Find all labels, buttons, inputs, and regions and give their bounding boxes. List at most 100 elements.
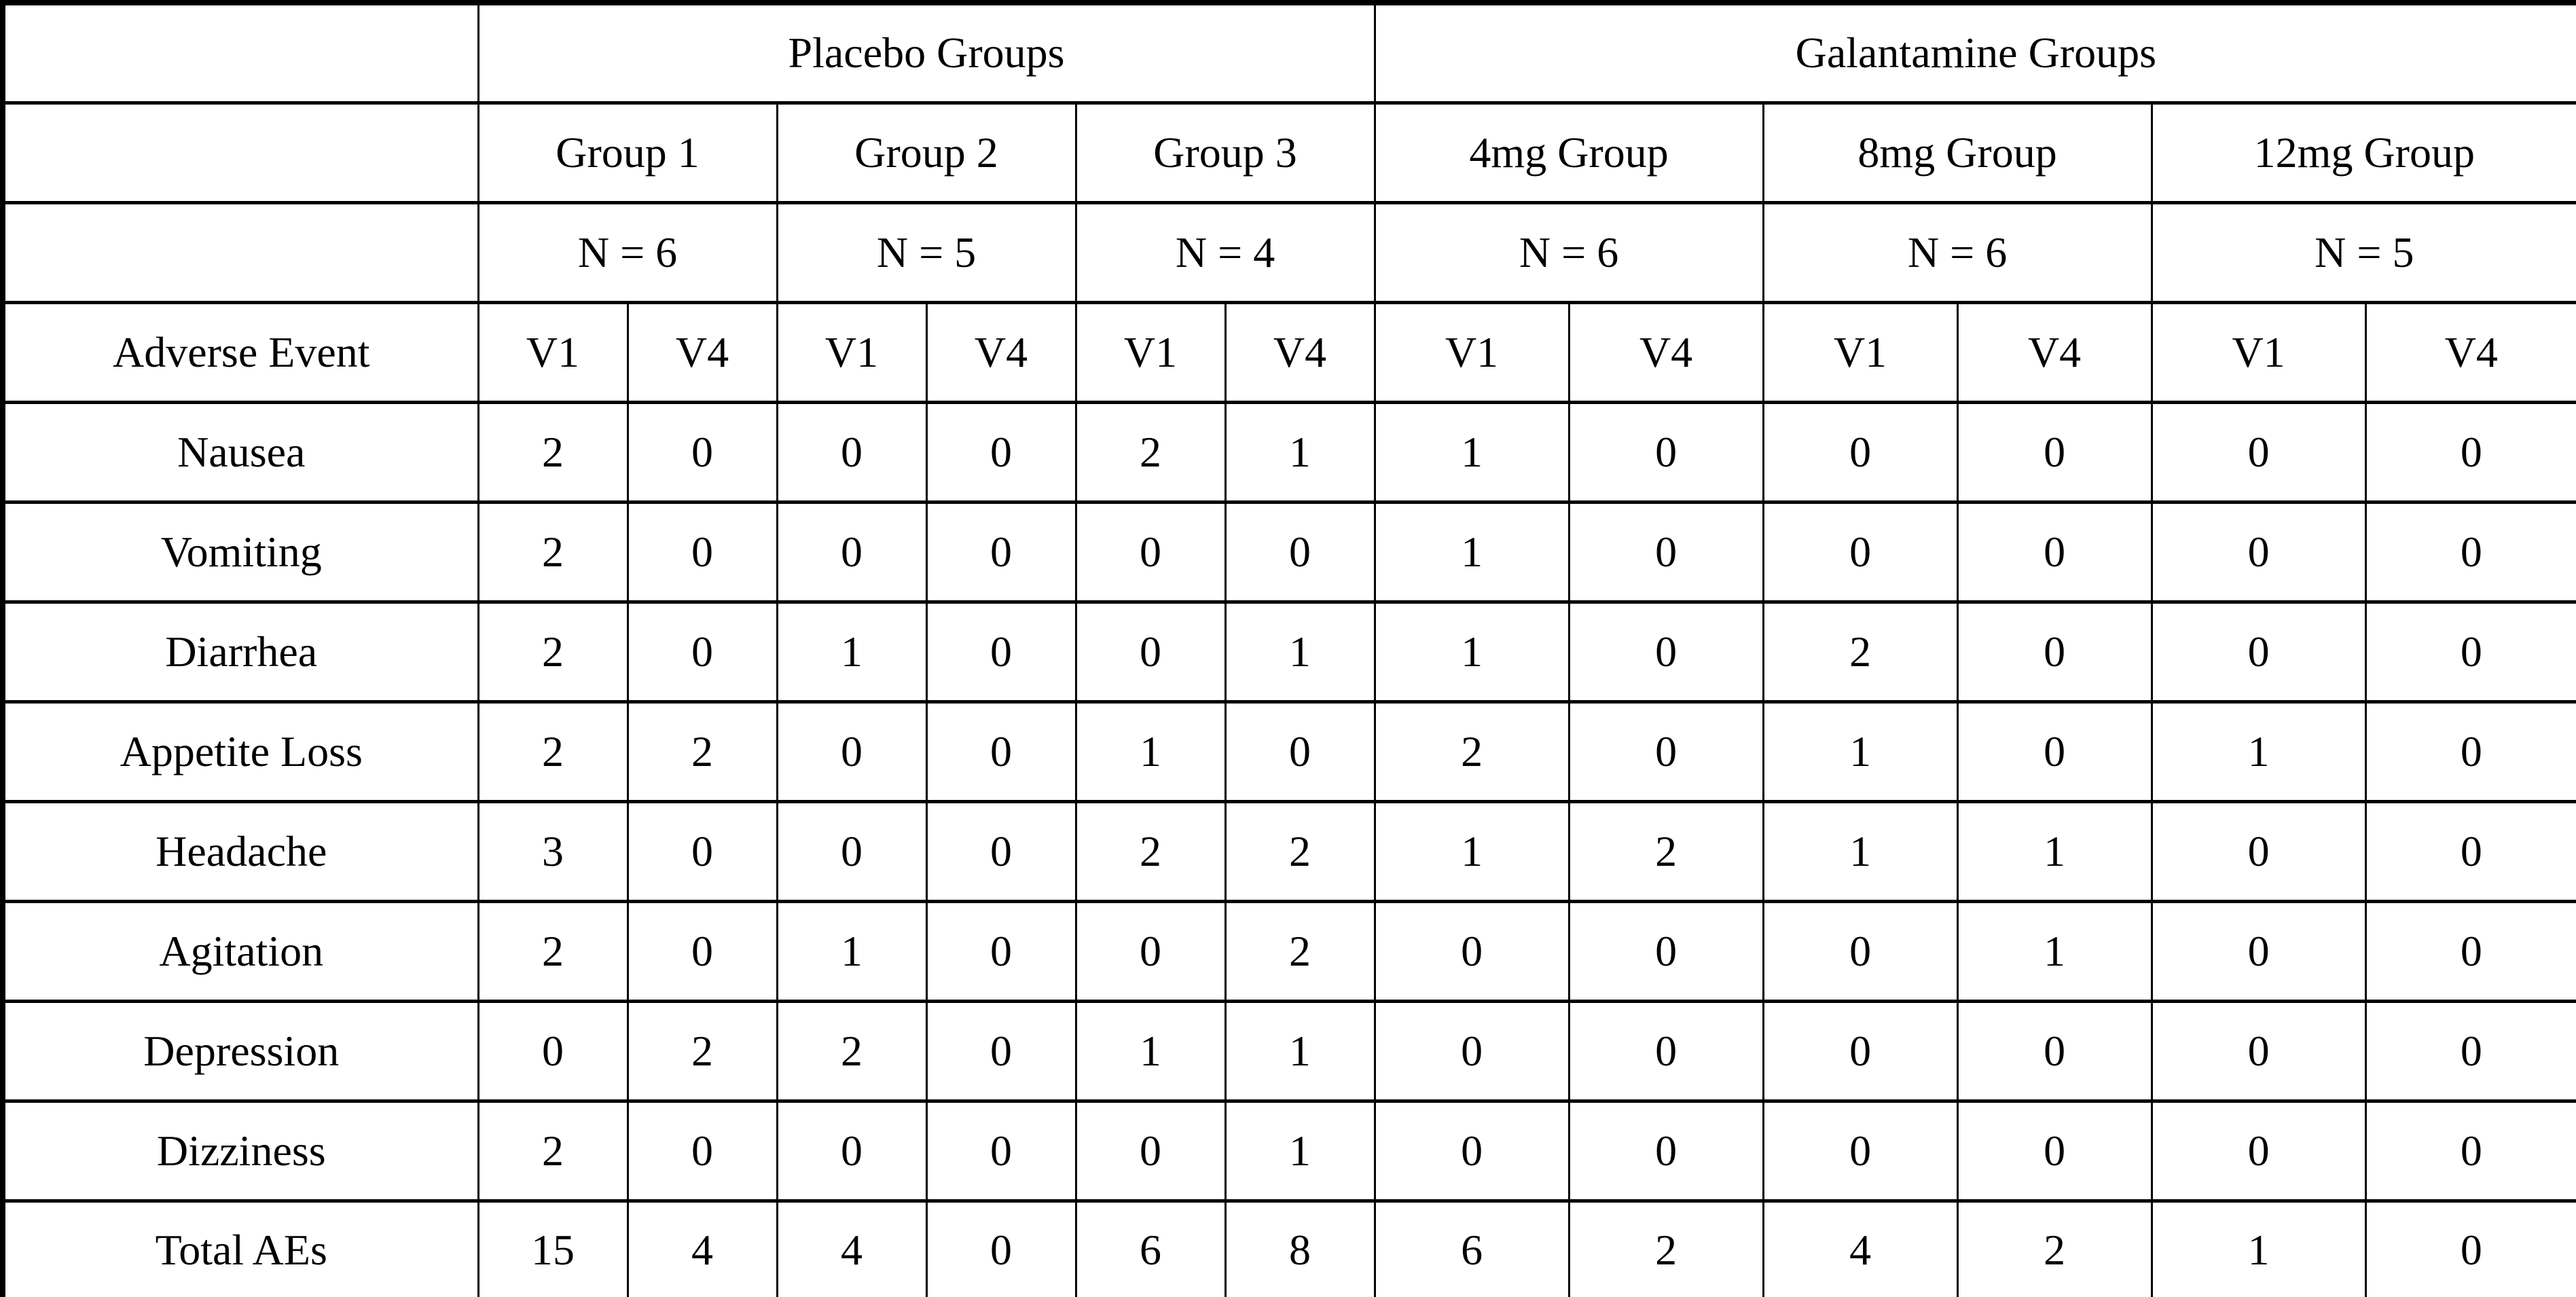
- value-cell: 0: [776, 799, 926, 901]
- value-cell: 0: [1567, 500, 1764, 602]
- value-cell: 1: [1224, 1099, 1375, 1201]
- value-cell: 8: [1224, 1199, 1375, 1297]
- value-cell: 0: [925, 400, 1076, 502]
- n-count-header: N = 5: [776, 200, 1076, 302]
- placebo-groups-header: Placebo Groups: [477, 1, 1375, 103]
- value-cell: 0: [1567, 699, 1764, 801]
- row-label: Dizziness: [1, 1099, 478, 1201]
- adverse-events-table-body: Nausea 2 0 0 0 2 1 1 0 0 0 0 0 Vomiting 2 0 0 0 0 0 1 0 0 0 0 0 Di…: [1, 400, 2576, 1297]
- visit-header: V1: [1074, 300, 1225, 402]
- value-cell: 1: [1762, 799, 1958, 901]
- row-label: Total AEs: [1, 1199, 478, 1297]
- value-cell: 1: [2150, 699, 2366, 801]
- value-cell: 2: [626, 699, 777, 801]
- visit-header-row: Adverse Event V1 V4 V1 V4 V1 V4 V1 V4 V1 V4 V1 V4: [1, 300, 2576, 402]
- value-cell: 1: [1224, 400, 1375, 502]
- value-cell: 0: [1074, 600, 1225, 701]
- galantamine-groups-header: Galantamine Groups: [1373, 1, 2576, 103]
- value-cell: 0: [626, 400, 777, 502]
- value-cell: 0: [925, 1099, 1076, 1201]
- adverse-event-column-header: Adverse Event: [1, 300, 478, 402]
- value-cell: 0: [1956, 999, 2152, 1101]
- value-cell: 4: [776, 1199, 926, 1297]
- group-label-header: 8mg Group: [1762, 101, 2152, 202]
- value-cell: 0: [2150, 500, 2366, 602]
- value-cell: 0: [1956, 1099, 2152, 1201]
- value-cell: 6: [1074, 1199, 1225, 1297]
- value-cell: 2: [477, 899, 628, 1001]
- value-cell: 0: [1762, 899, 1958, 1001]
- value-cell: 0: [1373, 1099, 1570, 1201]
- group-label-header: Group 3: [1074, 101, 1375, 202]
- value-cell: 4: [1762, 1199, 1958, 1297]
- value-cell: 2: [1074, 400, 1225, 502]
- value-cell: 0: [1567, 400, 1764, 502]
- value-cell: 0: [2364, 600, 2576, 701]
- value-cell: 1: [776, 600, 926, 701]
- value-cell: 0: [477, 999, 628, 1101]
- table-row: Dizziness 2 0 0 0 0 1 0 0 0 0 0 0: [1, 1099, 2576, 1201]
- table-row: Appetite Loss 2 2 0 0 1 0 2 0 1 0 1 0: [1, 699, 2576, 801]
- corner-cell: [1, 200, 478, 302]
- table-row: Depression 0 2 2 0 1 1 0 0 0 0 0 0: [1, 999, 2576, 1101]
- value-cell: 0: [2364, 400, 2576, 502]
- group-header-row: Group 1 Group 2 Group 3 4mg Group 8mg Gr…: [1, 101, 2576, 202]
- value-cell: 2: [1373, 699, 1570, 801]
- value-cell: 2: [477, 699, 628, 801]
- value-cell: 0: [1956, 400, 2152, 502]
- group-label-header: 4mg Group: [1373, 101, 1764, 202]
- value-cell: 0: [2150, 400, 2366, 502]
- value-cell: 3: [477, 799, 628, 901]
- value-cell: 0: [1762, 999, 1958, 1101]
- value-cell: 2: [626, 999, 777, 1101]
- value-cell: 0: [2364, 699, 2576, 801]
- value-cell: 0: [2364, 799, 2576, 901]
- n-count-header: N = 6: [1373, 200, 1764, 302]
- value-cell: 0: [925, 999, 1076, 1101]
- value-cell: 2: [1567, 1199, 1764, 1297]
- row-label: Agitation: [1, 899, 478, 1001]
- value-cell: 1: [1224, 999, 1375, 1101]
- value-cell: 0: [1956, 500, 2152, 602]
- value-cell: 1: [1373, 400, 1570, 502]
- value-cell: 0: [776, 699, 926, 801]
- value-cell: 2: [1762, 600, 1958, 701]
- value-cell: 0: [626, 600, 777, 701]
- value-cell: 0: [2150, 999, 2366, 1101]
- n-count-header-row: N = 6 N = 5 N = 4 N = 6 N = 6 N = 5: [1, 200, 2576, 302]
- value-cell: 0: [1567, 600, 1764, 701]
- value-cell: 0: [1762, 500, 1958, 602]
- value-cell: 0: [626, 500, 777, 602]
- value-cell: 1: [1373, 500, 1570, 602]
- visit-header: V4: [1224, 300, 1375, 402]
- value-cell: 0: [2364, 999, 2576, 1101]
- value-cell: 0: [626, 1099, 777, 1201]
- visit-header: V4: [1956, 300, 2152, 402]
- value-cell: 0: [1074, 1099, 1225, 1201]
- value-cell: 2: [477, 500, 628, 602]
- value-cell: 2: [477, 600, 628, 701]
- row-label: Headache: [1, 799, 478, 901]
- row-label: Appetite Loss: [1, 699, 478, 801]
- value-cell: 0: [1762, 1099, 1958, 1201]
- value-cell: 0: [925, 600, 1076, 701]
- value-cell: 2: [477, 400, 628, 502]
- value-cell: 1: [776, 899, 926, 1001]
- value-cell: 0: [626, 799, 777, 901]
- value-cell: 0: [2364, 500, 2576, 602]
- value-cell: 0: [925, 500, 1076, 602]
- value-cell: 0: [2364, 899, 2576, 1001]
- value-cell: 0: [1567, 999, 1764, 1101]
- visit-header: V1: [477, 300, 628, 402]
- corner-cell: [1, 1, 478, 103]
- group-label-header: Group 2: [776, 101, 1076, 202]
- value-cell: 2: [1956, 1199, 2152, 1297]
- visit-header: V1: [1373, 300, 1570, 402]
- table-row: Total AEs 15 4 4 0 6 8 6 2 4 2 1 0: [1, 1199, 2576, 1297]
- visit-header: V4: [626, 300, 777, 402]
- corner-cell: [1, 101, 478, 202]
- table-row: Diarrhea 2 0 1 0 0 1 1 0 2 0 0 0: [1, 600, 2576, 701]
- value-cell: 2: [776, 999, 926, 1101]
- n-count-header: N = 4: [1074, 200, 1375, 302]
